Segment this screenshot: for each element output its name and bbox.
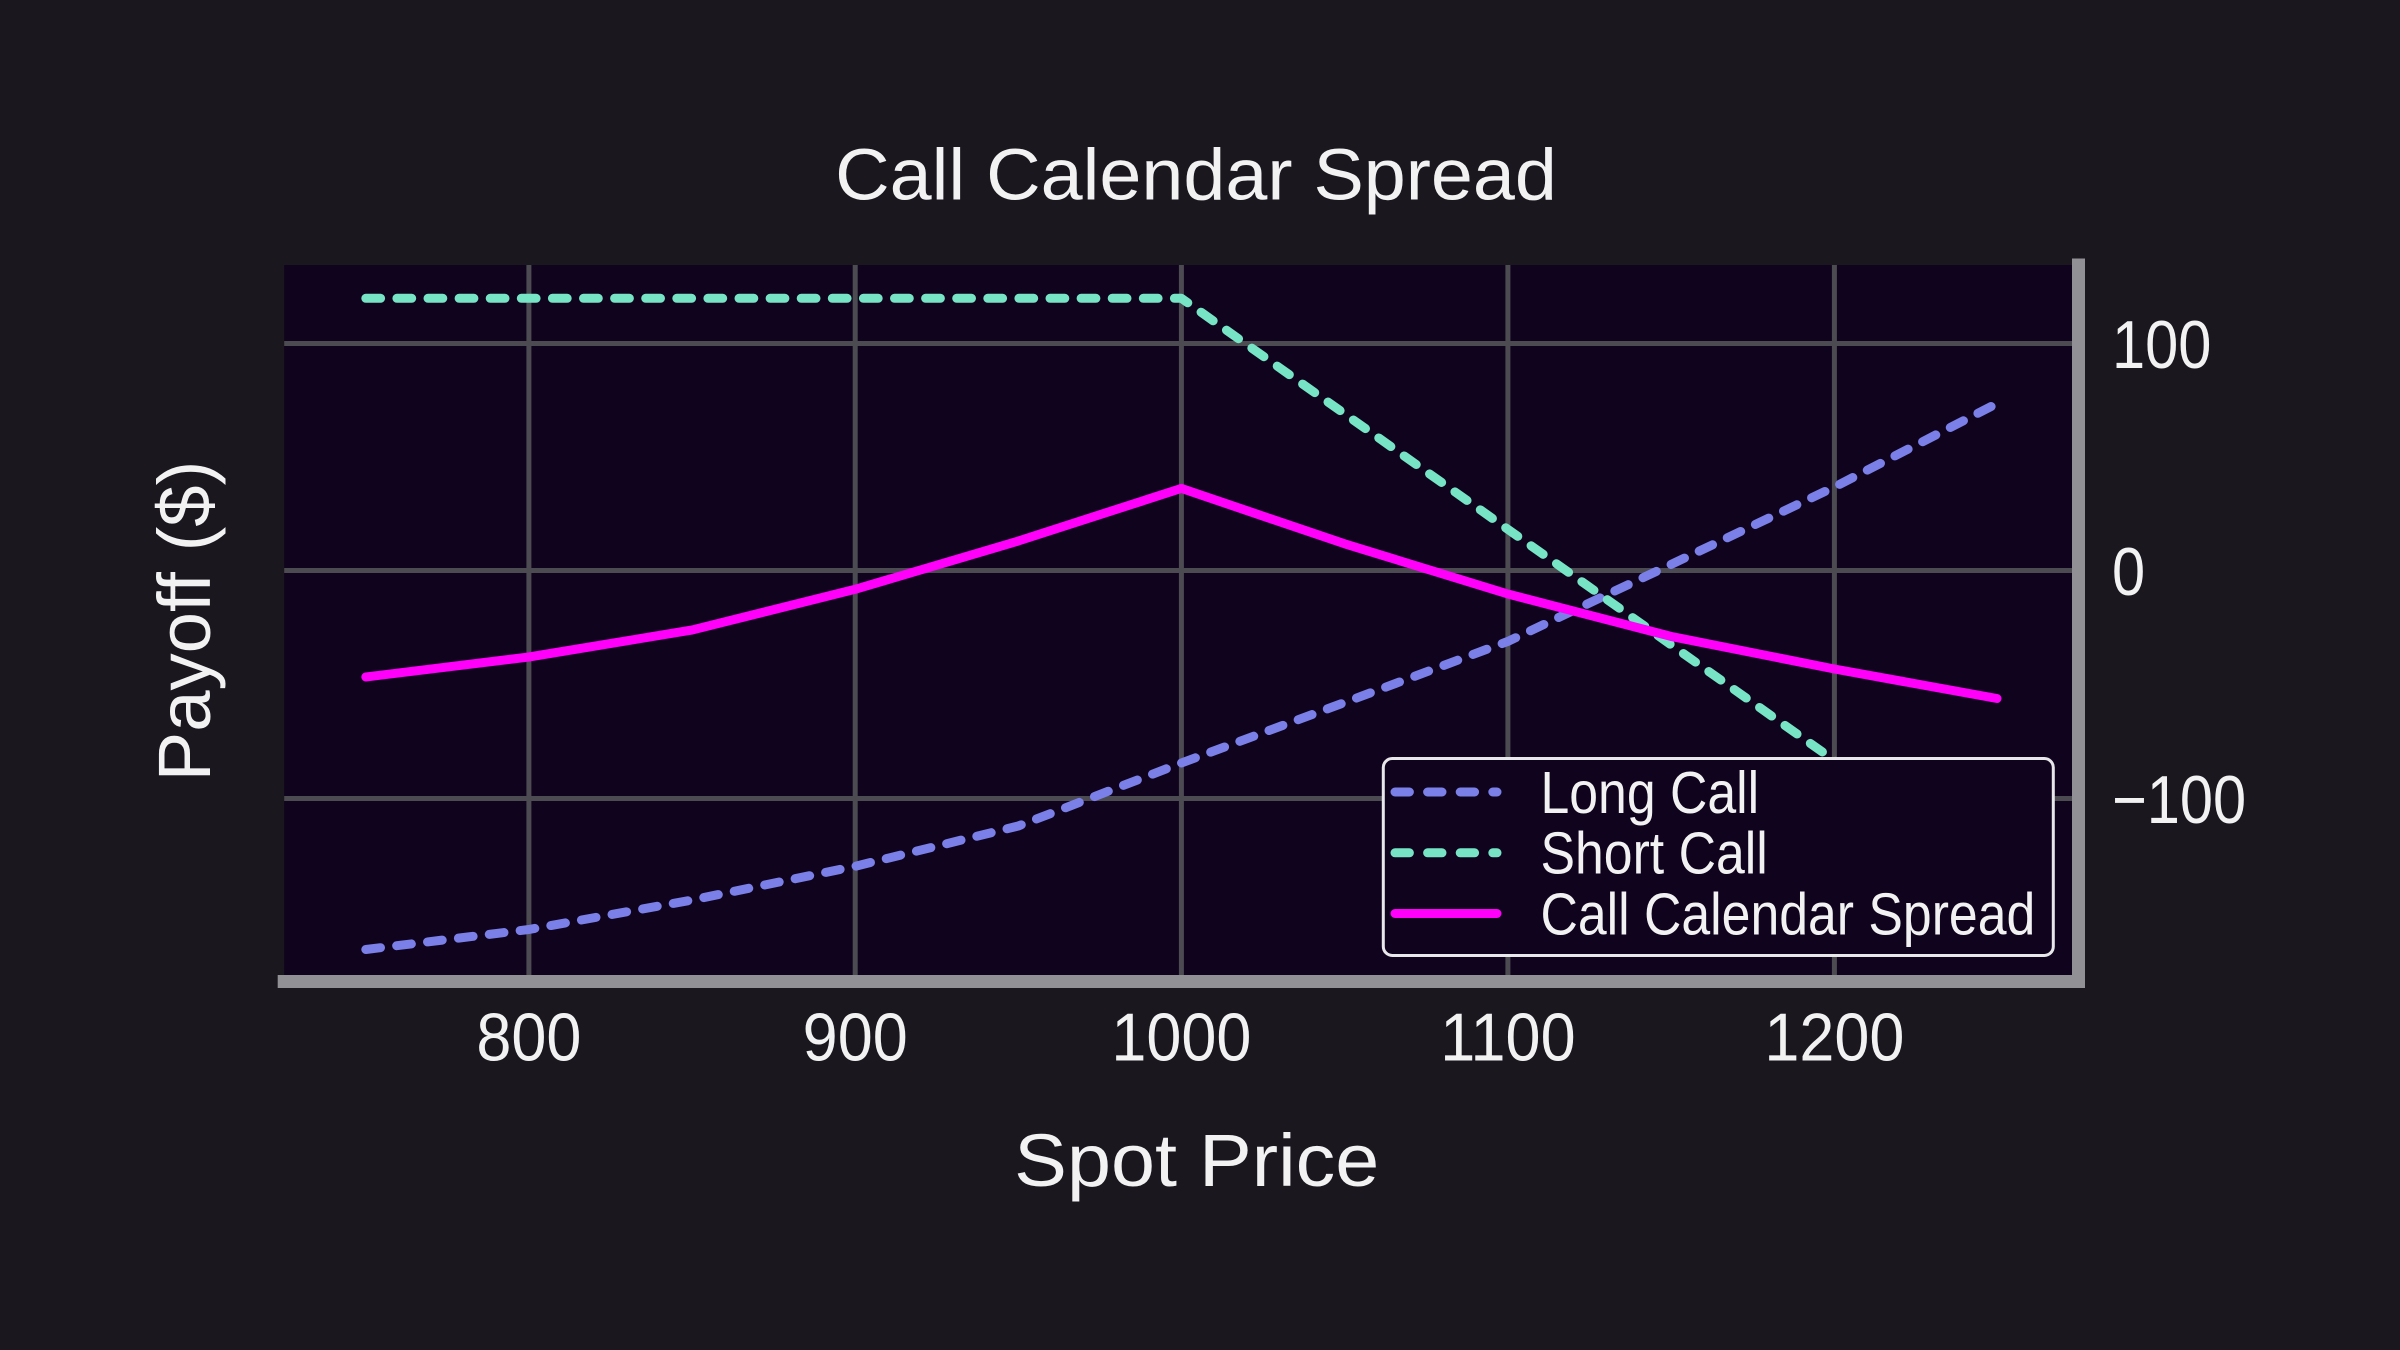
svg-text:100: 100 bbox=[2112, 306, 2211, 382]
svg-text:Spot Price: Spot Price bbox=[1014, 1120, 1379, 1202]
svg-text:900: 900 bbox=[803, 1000, 908, 1076]
svg-text:1100: 1100 bbox=[1440, 1000, 1575, 1076]
svg-text:Call Calendar Spread: Call Calendar Spread bbox=[1541, 881, 2036, 947]
svg-text:Short Call: Short Call bbox=[1541, 820, 1768, 886]
svg-text:−100: −100 bbox=[2112, 761, 2246, 837]
svg-text:Long Call: Long Call bbox=[1541, 759, 1760, 825]
svg-text:Payoff ($): Payoff ($) bbox=[143, 461, 226, 782]
svg-text:1200: 1200 bbox=[1764, 1000, 1904, 1076]
svg-text:0: 0 bbox=[2112, 533, 2145, 609]
svg-text:800: 800 bbox=[476, 1000, 581, 1076]
svg-text:1000: 1000 bbox=[1111, 1000, 1251, 1076]
svg-text:Call Calendar Spread: Call Calendar Spread bbox=[835, 134, 1557, 215]
